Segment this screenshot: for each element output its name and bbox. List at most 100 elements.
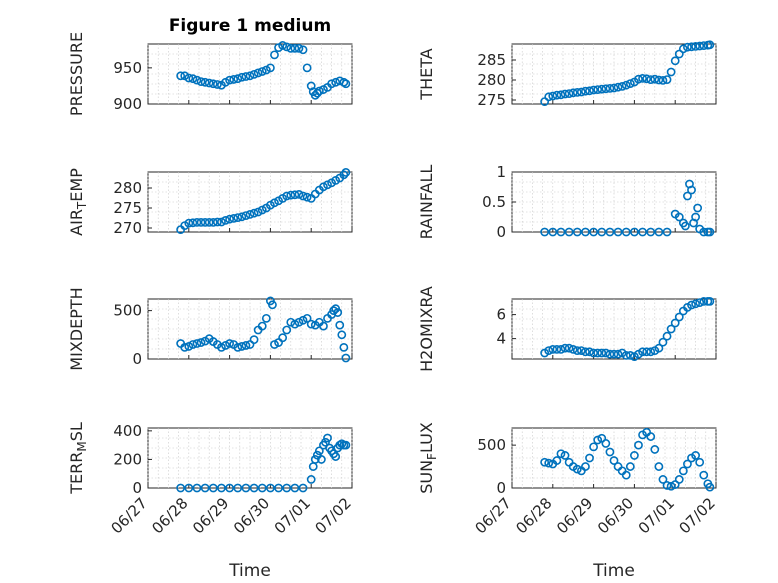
data-point xyxy=(225,214,234,224)
data-point xyxy=(200,77,210,87)
data-point xyxy=(638,347,647,357)
x-axis-label: Time xyxy=(592,561,635,581)
data-point xyxy=(233,213,243,222)
data-point xyxy=(552,90,562,100)
y-tick-label: 900 xyxy=(113,95,142,113)
series-rainfall xyxy=(540,179,715,237)
data-point xyxy=(339,77,349,87)
data-point xyxy=(540,227,550,237)
data-point xyxy=(208,217,218,227)
data-point xyxy=(564,227,574,237)
data-point xyxy=(341,440,351,450)
data-point xyxy=(568,344,578,354)
data-point xyxy=(233,74,243,84)
data-point xyxy=(601,84,611,94)
data-point xyxy=(693,203,703,213)
y-tick-label: 275 xyxy=(477,91,506,109)
data-point xyxy=(621,227,631,237)
data-point xyxy=(208,483,218,493)
data-point xyxy=(705,227,715,237)
series-pressure xyxy=(176,41,351,100)
data-point xyxy=(552,456,562,465)
data-point xyxy=(654,343,664,353)
data-point xyxy=(589,348,598,358)
data-point xyxy=(593,435,603,445)
data-point xyxy=(556,449,566,459)
data-point xyxy=(646,227,656,237)
y-tick-label: 200 xyxy=(113,450,142,468)
data-point xyxy=(642,347,652,357)
data-point xyxy=(544,92,554,102)
data-point xyxy=(605,447,615,457)
y-tick-label: 280 xyxy=(477,71,506,89)
data-point xyxy=(278,333,288,343)
data-point xyxy=(609,456,619,465)
data-point xyxy=(265,63,275,73)
data-point xyxy=(341,353,351,363)
data-point xyxy=(630,451,639,460)
data-point xyxy=(572,346,582,355)
data-point xyxy=(233,483,243,493)
data-point xyxy=(341,167,351,177)
data-point xyxy=(306,475,316,484)
data-point xyxy=(556,227,566,237)
subplot-air-temp: 270 275 280 AIRTEMP xyxy=(67,167,353,237)
data-point xyxy=(576,346,586,355)
data-point xyxy=(572,464,582,474)
data-point xyxy=(634,74,643,84)
data-point xyxy=(290,190,300,200)
data-point xyxy=(302,313,312,323)
data-point xyxy=(662,227,672,237)
data-point xyxy=(581,462,590,471)
x-tick-label: 06/28 xyxy=(148,494,191,537)
data-point xyxy=(192,339,202,348)
data-point xyxy=(593,348,603,358)
data-point xyxy=(585,453,594,463)
data-point xyxy=(609,349,619,359)
data-point xyxy=(217,483,226,493)
data-point xyxy=(282,325,292,335)
data-point xyxy=(654,462,664,471)
x-tick-label: 07/02 xyxy=(676,494,719,537)
data-point xyxy=(298,191,308,201)
data-point xyxy=(302,63,312,73)
data-point xyxy=(286,43,296,53)
data-point xyxy=(314,86,324,96)
subplot-theta: 275 280 285 THETA xyxy=(417,40,717,109)
data-point xyxy=(691,212,700,222)
x-tick-label: 07/02 xyxy=(312,494,355,537)
x-tick-label: 06/28 xyxy=(512,494,555,537)
data-point xyxy=(253,68,263,78)
data-point xyxy=(597,348,607,358)
data-point xyxy=(237,72,247,82)
data-point xyxy=(681,221,690,231)
data-point xyxy=(674,475,684,484)
data-point xyxy=(646,75,656,84)
data-point xyxy=(229,213,239,223)
data-point xyxy=(683,42,692,52)
data-point xyxy=(298,483,308,493)
data-point xyxy=(314,446,324,456)
data-point xyxy=(683,459,692,469)
data-point xyxy=(282,42,292,52)
data-point xyxy=(241,483,251,493)
y-tick-label: 1 xyxy=(496,163,506,181)
series-h2omixra xyxy=(540,296,715,361)
data-point xyxy=(687,42,696,52)
y-axis-label: THETA xyxy=(417,48,436,100)
data-point xyxy=(188,340,198,349)
data-point xyxy=(333,308,343,317)
data-point xyxy=(286,190,296,200)
data-point xyxy=(221,341,230,350)
data-point xyxy=(188,74,198,84)
data-point xyxy=(670,56,680,66)
data-point xyxy=(683,191,692,201)
data-point xyxy=(601,439,611,448)
data-point xyxy=(249,483,259,493)
data-point xyxy=(613,227,623,237)
y-axis-label: PRESSURE xyxy=(67,32,86,116)
data-point xyxy=(621,80,631,90)
data-point xyxy=(572,88,582,97)
data-point xyxy=(274,483,283,493)
